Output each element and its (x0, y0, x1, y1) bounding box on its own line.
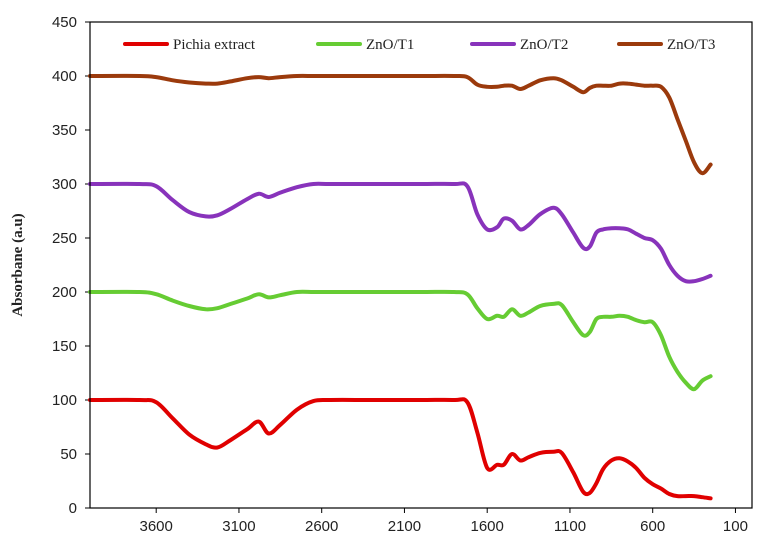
legend-label: Pichia extract (173, 37, 256, 53)
series-lines (88, 73, 713, 501)
y-tick-label: 0 (69, 500, 77, 517)
legend-label: ZnO/T3 (667, 37, 715, 53)
x-tick-label: 3100 (222, 518, 255, 535)
legend: Pichia extract ZnO/T1 ZnO/T2 ZnO/T3 (123, 37, 715, 53)
y-tick-label: 50 (60, 446, 77, 463)
series-line-pichia-extract (88, 397, 713, 501)
x-tick-label: 1100 (554, 518, 586, 535)
legend-label: ZnO/T2 (520, 37, 568, 53)
y-tick-label: 200 (52, 284, 77, 301)
y-axis-ticks: 0 50 100 150 200 250 300 350 400 450 (52, 14, 90, 517)
legend-label: ZnO/T1 (366, 37, 414, 53)
x-tick-label: 2100 (388, 518, 421, 535)
x-tick-label: 3600 (140, 518, 173, 535)
y-tick-label: 300 (52, 176, 77, 193)
series-line-zno-t2 (88, 181, 713, 284)
y-tick-label: 400 (52, 68, 77, 85)
x-axis-ticks: 3600 3100 2600 2100 1600 1100 600 100 (140, 508, 748, 535)
y-tick-label: 100 (52, 392, 77, 409)
x-tick-label: 1600 (471, 518, 504, 535)
x-tick-label: 2600 (305, 518, 338, 535)
y-tick-label: 150 (52, 338, 77, 355)
series-line-zno-t3 (88, 73, 713, 176)
y-tick-label: 250 (52, 230, 77, 247)
y-axis-title: Absorbane (a.u) (10, 213, 26, 316)
y-tick-label: 350 (52, 122, 77, 139)
series-line-zno-t1 (88, 289, 713, 392)
x-tick-label: 600 (640, 518, 665, 535)
x-tick-label: 100 (723, 518, 748, 535)
plot-area-frame (89, 21, 753, 509)
y-tick-label: 450 (52, 14, 77, 31)
